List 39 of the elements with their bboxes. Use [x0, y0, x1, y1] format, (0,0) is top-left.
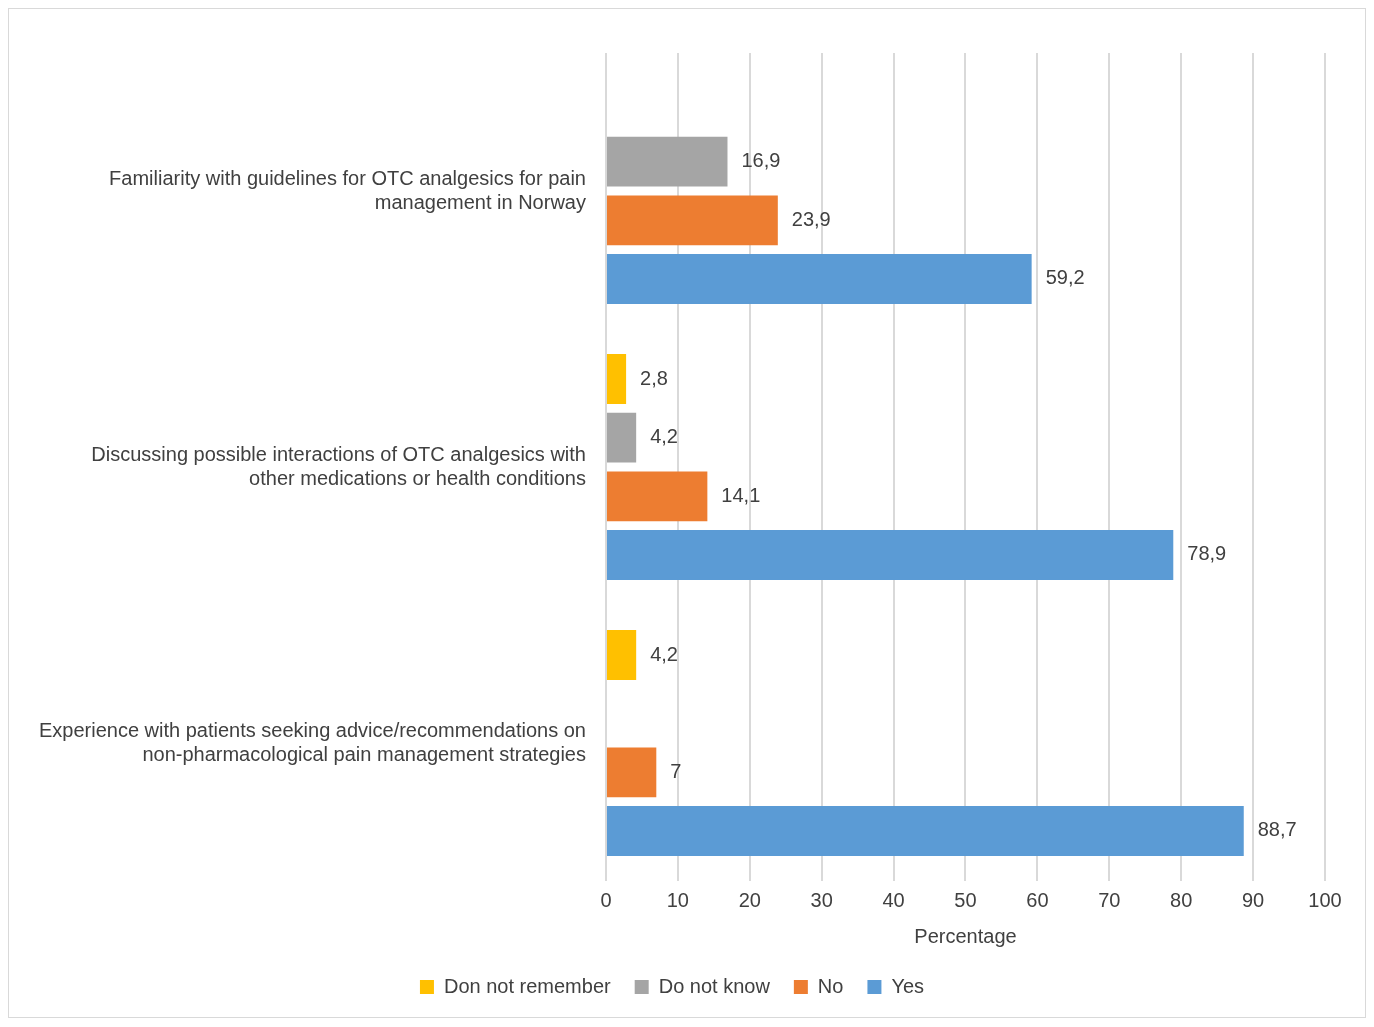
x-axis-title: Percentage [914, 924, 1017, 947]
bar [606, 806, 1244, 856]
data-label: 88,7 [1257, 818, 1297, 841]
data-label: 78,9 [1187, 542, 1227, 565]
x-tick-label: 100 [1308, 888, 1342, 911]
bar [606, 195, 778, 246]
y-tick-label: Familiarity with guidelines for OTC analgesics for pain management in Norway [109, 166, 586, 213]
data-label: 4,2 [650, 425, 678, 448]
bar [606, 136, 728, 187]
bar [606, 747, 657, 798]
x-tick-label: 60 [1026, 888, 1049, 911]
data-label: 16,9 [741, 149, 781, 172]
x-tick-label: 80 [1170, 888, 1193, 911]
legend-label: Yes [891, 974, 925, 997]
x-tick-label: 50 [954, 888, 977, 911]
x-tick-label: 30 [810, 888, 833, 911]
data-label: 7 [670, 759, 682, 782]
x-tick-label: 0 [600, 888, 612, 911]
x-tick-label: 70 [1098, 888, 1121, 911]
legend-label: Do not know [658, 974, 771, 997]
legend-label: No [817, 974, 844, 997]
bar [606, 471, 708, 522]
x-tick-label: 40 [882, 888, 905, 911]
data-label: 2,8 [640, 366, 668, 389]
bar [606, 354, 627, 404]
data-label: 59,2 [1045, 266, 1085, 289]
x-tick-label: 10 [666, 888, 689, 911]
data-label: 4,2 [650, 642, 678, 665]
bar [606, 630, 637, 680]
legend-label: Don not remember [443, 974, 612, 997]
x-tick-label: 90 [1241, 888, 1265, 911]
data-label: 14,1 [721, 483, 761, 506]
x-tick-label: 20 [738, 888, 761, 911]
data-label: 23,9 [791, 207, 831, 230]
bar [606, 412, 637, 463]
y-tick-label: Discussing possible interactions of OTC analgesics with other medications or health conditions [91, 442, 586, 489]
y-tick-label: Experience with patients seeking advice/recommendations on non-pharmacological pain management strategies [38, 718, 586, 765]
bar [606, 254, 1032, 304]
bar [606, 530, 1174, 580]
